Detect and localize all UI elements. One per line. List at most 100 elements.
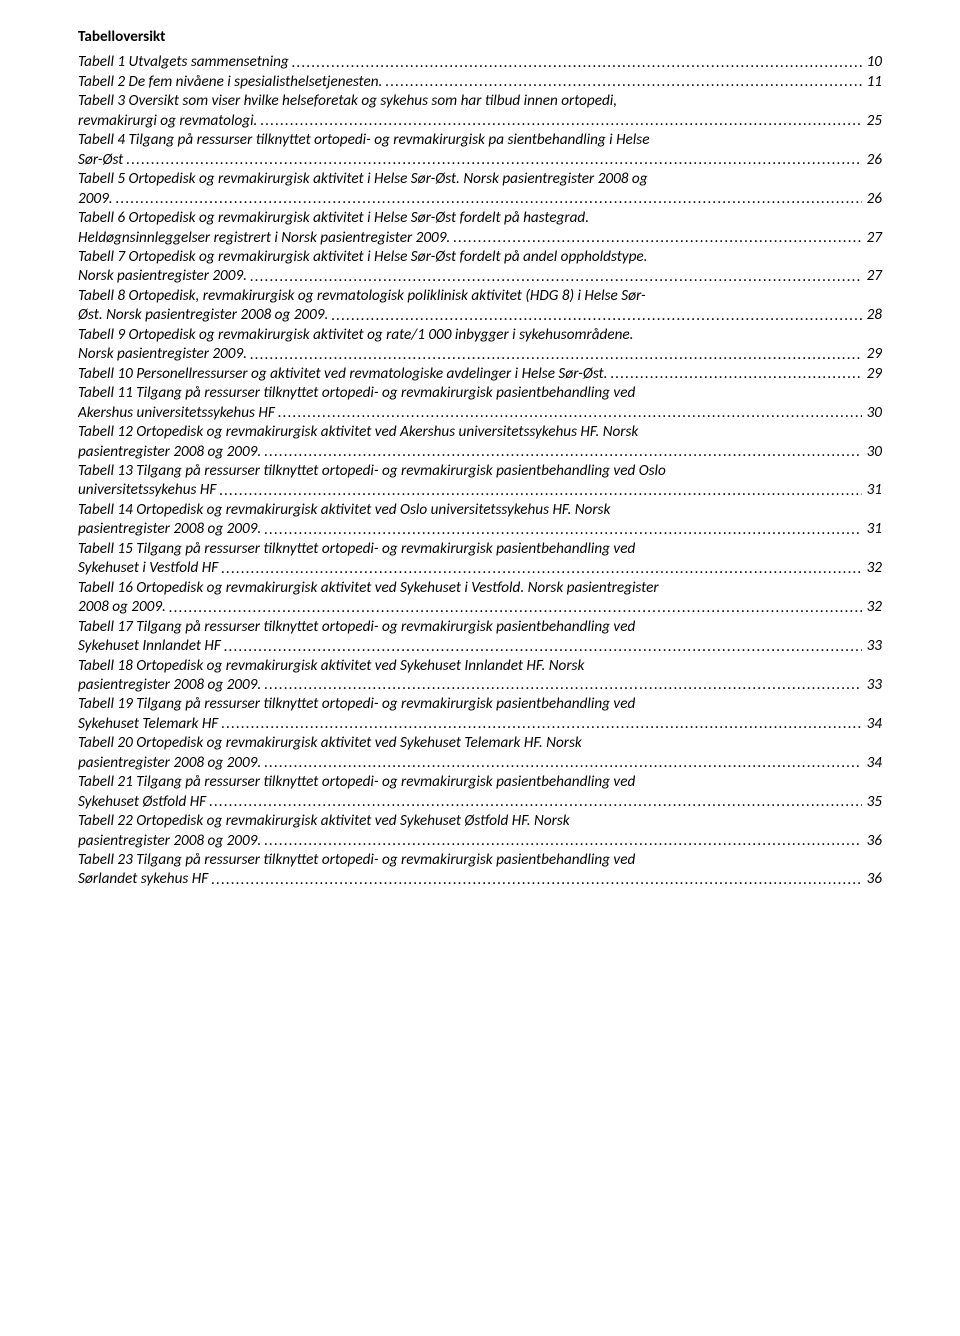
- document-page: Tabelloversikt Tabell 1 Utvalgets sammen…: [0, 0, 960, 1336]
- toc-entry-line: pasientregister 2008 og 2009............…: [78, 520, 882, 539]
- toc-leader: ........................................…: [289, 54, 862, 73]
- toc-entry-line: pasientregister 2008 og 2009............…: [78, 832, 882, 851]
- toc-entry-text: Sykehuset Telemark HF: [78, 715, 218, 734]
- toc-entry-line: Tabell 4 Tilgang på ressurser tilknyttet…: [78, 131, 882, 150]
- toc-entry-text: Sykehuset i Vestfold HF: [78, 559, 218, 578]
- toc-entry-line: Tabell 3 Oversikt som viser hvilke helse…: [78, 92, 882, 111]
- toc-leader: ........................................…: [261, 832, 862, 851]
- toc-entry-line: pasientregister 2008 og 2009............…: [78, 676, 882, 695]
- toc-entry-text: Tabell 19 Tilgang på ressurser tilknytte…: [78, 695, 635, 714]
- toc-entry-line: Tabell 20 Ortopedisk og revmakirurgisk a…: [78, 734, 882, 753]
- toc-entry: Tabell 12 Ortopedisk og revmakirurgisk a…: [78, 423, 882, 462]
- toc-leader: ........................................…: [218, 560, 862, 579]
- toc-page-number: 31: [862, 481, 882, 500]
- toc-entry-line: Tabell 1 Utvalgets sammensetning........…: [78, 53, 882, 72]
- toc-entry-line: revmakirurgi og revmatologi.............…: [78, 112, 882, 131]
- toc-leader: ........................................…: [450, 229, 862, 248]
- toc-entry-line: Tabell 8 Ortopedisk, revmakirurgisk og r…: [78, 287, 882, 306]
- toc-entry-line: Tabell 6 Ortopedisk og revmakirurgisk ak…: [78, 209, 882, 228]
- toc-leader: ........................................…: [166, 599, 862, 618]
- toc-entry-line: Øst. Norsk pasientregister 2008 og 2009.…: [78, 306, 882, 325]
- toc-leader: ........................................…: [261, 521, 862, 540]
- toc-entry-line: Tabell 14 Ortopedisk og revmakirurgisk a…: [78, 501, 882, 520]
- toc-entry-text: Tabell 8 Ortopedisk, revmakirurgisk og r…: [78, 287, 646, 306]
- toc-entry-text: Norsk pasientregister 2009.: [78, 267, 247, 286]
- toc-page-number: 11: [862, 73, 882, 92]
- toc-entry-line: Tabell 22 Ortopedisk og revmakirurgisk a…: [78, 812, 882, 831]
- toc-entry-text: pasientregister 2008 og 2009.: [78, 754, 261, 773]
- toc-entry-line: Norsk pasientregister 2009..............…: [78, 345, 882, 364]
- toc-entry-line: Tabell 18 Ortopedisk og revmakirurgisk a…: [78, 657, 882, 676]
- toc-entry-text: pasientregister 2008 og 2009.: [78, 443, 261, 462]
- toc-page-number: 10: [862, 53, 882, 72]
- toc-entry-text: 2009.: [78, 190, 113, 209]
- toc-entry-line: Tabell 12 Ortopedisk og revmakirurgisk a…: [78, 423, 882, 442]
- toc-entry-text: Tabell 16 Ortopedisk og revmakirurgisk a…: [78, 579, 659, 598]
- toc-entry-line: Sykehuset i Vestfold HF.................…: [78, 559, 882, 578]
- toc-page-number: 28: [862, 306, 882, 325]
- toc-entry-line: Sykehuset Innlandet HF..................…: [78, 637, 882, 656]
- toc-entry-line: Tabell 10 Personellressurser og aktivite…: [78, 365, 882, 384]
- toc-entry-text: Tabell 18 Ortopedisk og revmakirurgisk a…: [78, 657, 584, 676]
- toc-entry: Tabell 9 Ortopedisk og revmakirurgisk ak…: [78, 326, 882, 365]
- toc-entry: Tabell 13 Tilgang på ressurser tilknytte…: [78, 462, 882, 501]
- toc-entry-line: Tabell 11 Tilgang på ressurser tilknytte…: [78, 384, 882, 403]
- toc-entry-text: Tabell 4 Tilgang på ressurser tilknyttet…: [78, 131, 649, 150]
- toc-page-number: 31: [862, 520, 882, 539]
- toc-entry-line: Akershus universitetssykehus HF.........…: [78, 404, 882, 423]
- table-of-contents: Tabell 1 Utvalgets sammensetning........…: [78, 53, 882, 889]
- toc-leader: ........................................…: [328, 307, 862, 326]
- toc-entry-line: 2009....................................…: [78, 190, 882, 209]
- toc-entry-text: Tabell 23 Tilgang på ressurser tilknytte…: [78, 851, 635, 870]
- toc-entry-text: Tabell 9 Ortopedisk og revmakirurgisk ak…: [78, 326, 633, 345]
- toc-entry-text: Sykehuset Innlandet HF: [78, 637, 221, 656]
- toc-entry-line: Tabell 9 Ortopedisk og revmakirurgisk ak…: [78, 326, 882, 345]
- toc-page-number: 25: [862, 112, 882, 131]
- toc-entry: Tabell 21 Tilgang på ressurser tilknytte…: [78, 773, 882, 812]
- toc-entry-line: Tabell 21 Tilgang på ressurser tilknytte…: [78, 773, 882, 792]
- toc-entry-text: Sykehuset Østfold HF: [78, 793, 206, 812]
- toc-entry: Tabell 15 Tilgang på ressurser tilknytte…: [78, 540, 882, 579]
- toc-entry: Tabell 22 Ortopedisk og revmakirurgisk a…: [78, 812, 882, 851]
- toc-entry-line: universitetssykehus HF..................…: [78, 481, 882, 500]
- toc-entry-text: revmakirurgi og revmatologi.: [78, 112, 257, 131]
- toc-entry-text: Tabell 7 Ortopedisk og revmakirurgisk ak…: [78, 248, 648, 267]
- toc-entry-text: Tabell 10 Personellressurser og aktivite…: [78, 365, 607, 384]
- toc-entry: Tabell 20 Ortopedisk og revmakirurgisk a…: [78, 734, 882, 773]
- toc-entry-text: Tabell 6 Ortopedisk og revmakirurgisk ak…: [78, 209, 589, 228]
- toc-entry-line: Tabell 2 De fem nivåene i spesialisthels…: [78, 73, 882, 92]
- toc-entry-line: 2008 og 2009............................…: [78, 598, 882, 617]
- toc-entry: Tabell 6 Ortopedisk og revmakirurgisk ak…: [78, 209, 882, 248]
- toc-entry-line: Sykehuset Telemark HF...................…: [78, 715, 882, 734]
- toc-page-number: 26: [862, 190, 882, 209]
- toc-entry-line: Sør-Øst.................................…: [78, 151, 882, 170]
- toc-entry: Tabell 18 Ortopedisk og revmakirurgisk a…: [78, 657, 882, 696]
- toc-leader: ........................................…: [261, 676, 862, 695]
- toc-leader: ........................................…: [206, 793, 862, 812]
- toc-entry-text: Tabell 1 Utvalgets sammensetning: [78, 53, 289, 72]
- toc-page-number: 36: [862, 870, 882, 889]
- toc-entry-text: pasientregister 2008 og 2009.: [78, 832, 261, 851]
- toc-page-number: 33: [862, 637, 882, 656]
- toc-entry-line: Tabell 19 Tilgang på ressurser tilknytte…: [78, 695, 882, 714]
- toc-leader: ........................................…: [247, 268, 862, 287]
- toc-entry-text: Norsk pasientregister 2009.: [78, 345, 247, 364]
- toc-leader: ........................................…: [261, 754, 862, 773]
- toc-page-number: 32: [862, 598, 882, 617]
- toc-entry: Tabell 4 Tilgang på ressurser tilknyttet…: [78, 131, 882, 170]
- toc-leader: ........................................…: [261, 443, 862, 462]
- toc-page-number: 27: [862, 229, 882, 248]
- toc-entry-text: pasientregister 2008 og 2009.: [78, 676, 261, 695]
- toc-leader: ........................................…: [216, 482, 862, 501]
- toc-leader: ........................................…: [208, 871, 862, 890]
- toc-entry: Tabell 19 Tilgang på ressurser tilknytte…: [78, 695, 882, 734]
- toc-entry: Tabell 7 Ortopedisk og revmakirurgisk ak…: [78, 248, 882, 287]
- toc-entry-text: Sør-Øst: [78, 151, 123, 170]
- page-title: Tabelloversikt: [78, 28, 882, 47]
- toc-entry-line: Tabell 23 Tilgang på ressurser tilknytte…: [78, 851, 882, 870]
- toc-entry-text: Sørlandet sykehus HF: [78, 870, 208, 889]
- toc-page-number: 34: [862, 715, 882, 734]
- toc-entry-line: Tabell 5 Ortopedisk og revmakirurgisk ak…: [78, 170, 882, 189]
- toc-entry: Tabell 1 Utvalgets sammensetning........…: [78, 53, 882, 72]
- toc-entry-line: Heldøgnsinnleggelser registrert i Norsk …: [78, 229, 882, 248]
